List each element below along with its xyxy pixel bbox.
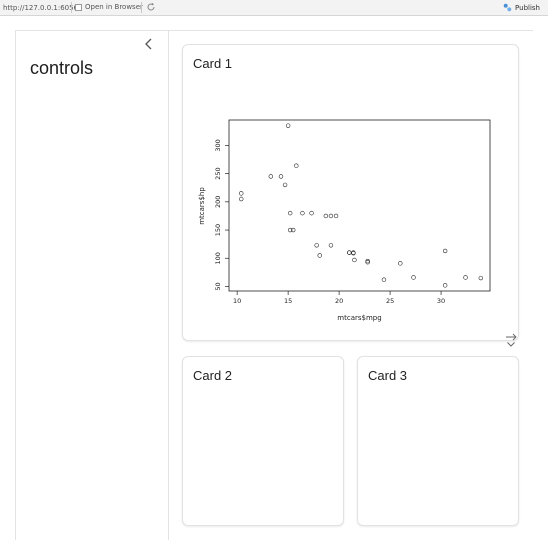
x-tick-label: 15 xyxy=(284,297,292,305)
data-point xyxy=(365,260,370,265)
y-tick-label: 200 xyxy=(214,196,222,208)
data-point xyxy=(442,248,448,254)
toolbar-divider xyxy=(71,2,72,13)
data-point xyxy=(333,213,339,219)
data-point xyxy=(294,163,299,168)
sidebar-title: controls xyxy=(30,58,94,78)
chevron-down-icon[interactable] xyxy=(506,341,516,348)
y-tick-label: 250 xyxy=(214,167,222,179)
data-point xyxy=(328,213,334,219)
data-point xyxy=(287,227,293,233)
open-in-browser-button[interactable]: Open in Browser xyxy=(75,3,143,11)
data-point xyxy=(309,210,314,216)
card-1: Card 1 xyxy=(182,44,519,341)
data-point xyxy=(478,275,484,281)
data-point xyxy=(442,283,448,288)
publish-icon xyxy=(503,3,512,12)
y-tick-label: 50 xyxy=(214,282,222,290)
data-point xyxy=(239,191,244,196)
toolbar-divider xyxy=(141,2,142,13)
expand-icon[interactable] xyxy=(505,333,517,341)
data-point xyxy=(287,210,293,216)
data-point xyxy=(300,210,305,216)
external-window-icon xyxy=(75,3,82,11)
x-tick-label: 25 xyxy=(386,297,394,305)
data-point xyxy=(365,258,370,264)
data-point xyxy=(314,243,319,248)
data-point xyxy=(463,275,468,280)
data-point xyxy=(278,174,284,179)
card-title: Card 2 xyxy=(193,368,233,383)
data-point xyxy=(317,253,322,258)
data-point xyxy=(268,174,274,179)
open-in-browser-label: Open in Browser xyxy=(85,3,143,11)
collapse-sidebar-icon[interactable] xyxy=(143,37,155,51)
plot-frame xyxy=(228,119,491,292)
card-title: Card 1 xyxy=(193,56,233,71)
sidebar: controls xyxy=(15,30,169,540)
card-3: Card 3 xyxy=(357,356,519,526)
data-point xyxy=(282,182,288,188)
data-point xyxy=(328,243,334,248)
data-point xyxy=(291,227,296,233)
browser-toolbar: http://127.0.0.1:6056 Open in Browser Pu… xyxy=(0,0,548,16)
data-point xyxy=(285,123,291,128)
card-title: Card 3 xyxy=(368,368,408,383)
url-text[interactable]: http://127.0.0.1:6056 xyxy=(3,4,79,12)
y-tick-label: 300 xyxy=(214,139,222,151)
page-layout xyxy=(15,30,533,540)
card-2: Card 2 xyxy=(182,356,344,526)
data-point xyxy=(411,275,416,280)
data-point xyxy=(323,213,329,219)
data-point xyxy=(347,250,352,255)
data-point xyxy=(381,277,387,282)
data-point xyxy=(239,196,244,202)
x-tick-label: 20 xyxy=(335,297,343,305)
scatter-plot: 10 15 20 25 30 50 100 150 200 250 300 mtcars$mpg m… xyxy=(198,119,491,322)
publish-button[interactable]: Publish xyxy=(503,3,540,12)
x-tick-label: 30 xyxy=(437,297,445,305)
x-tick-label: 10 xyxy=(233,297,241,305)
refresh-icon[interactable] xyxy=(146,2,156,12)
publish-label: Publish xyxy=(515,3,540,12)
data-point xyxy=(398,261,403,266)
y-axis-label: mtcars$hp xyxy=(198,187,206,225)
y-tick-label: 150 xyxy=(214,224,222,236)
data-point xyxy=(351,250,356,256)
x-axis-label: mtcars$mpg xyxy=(337,314,381,322)
data-point xyxy=(352,257,357,263)
y-tick-label: 100 xyxy=(214,252,222,264)
